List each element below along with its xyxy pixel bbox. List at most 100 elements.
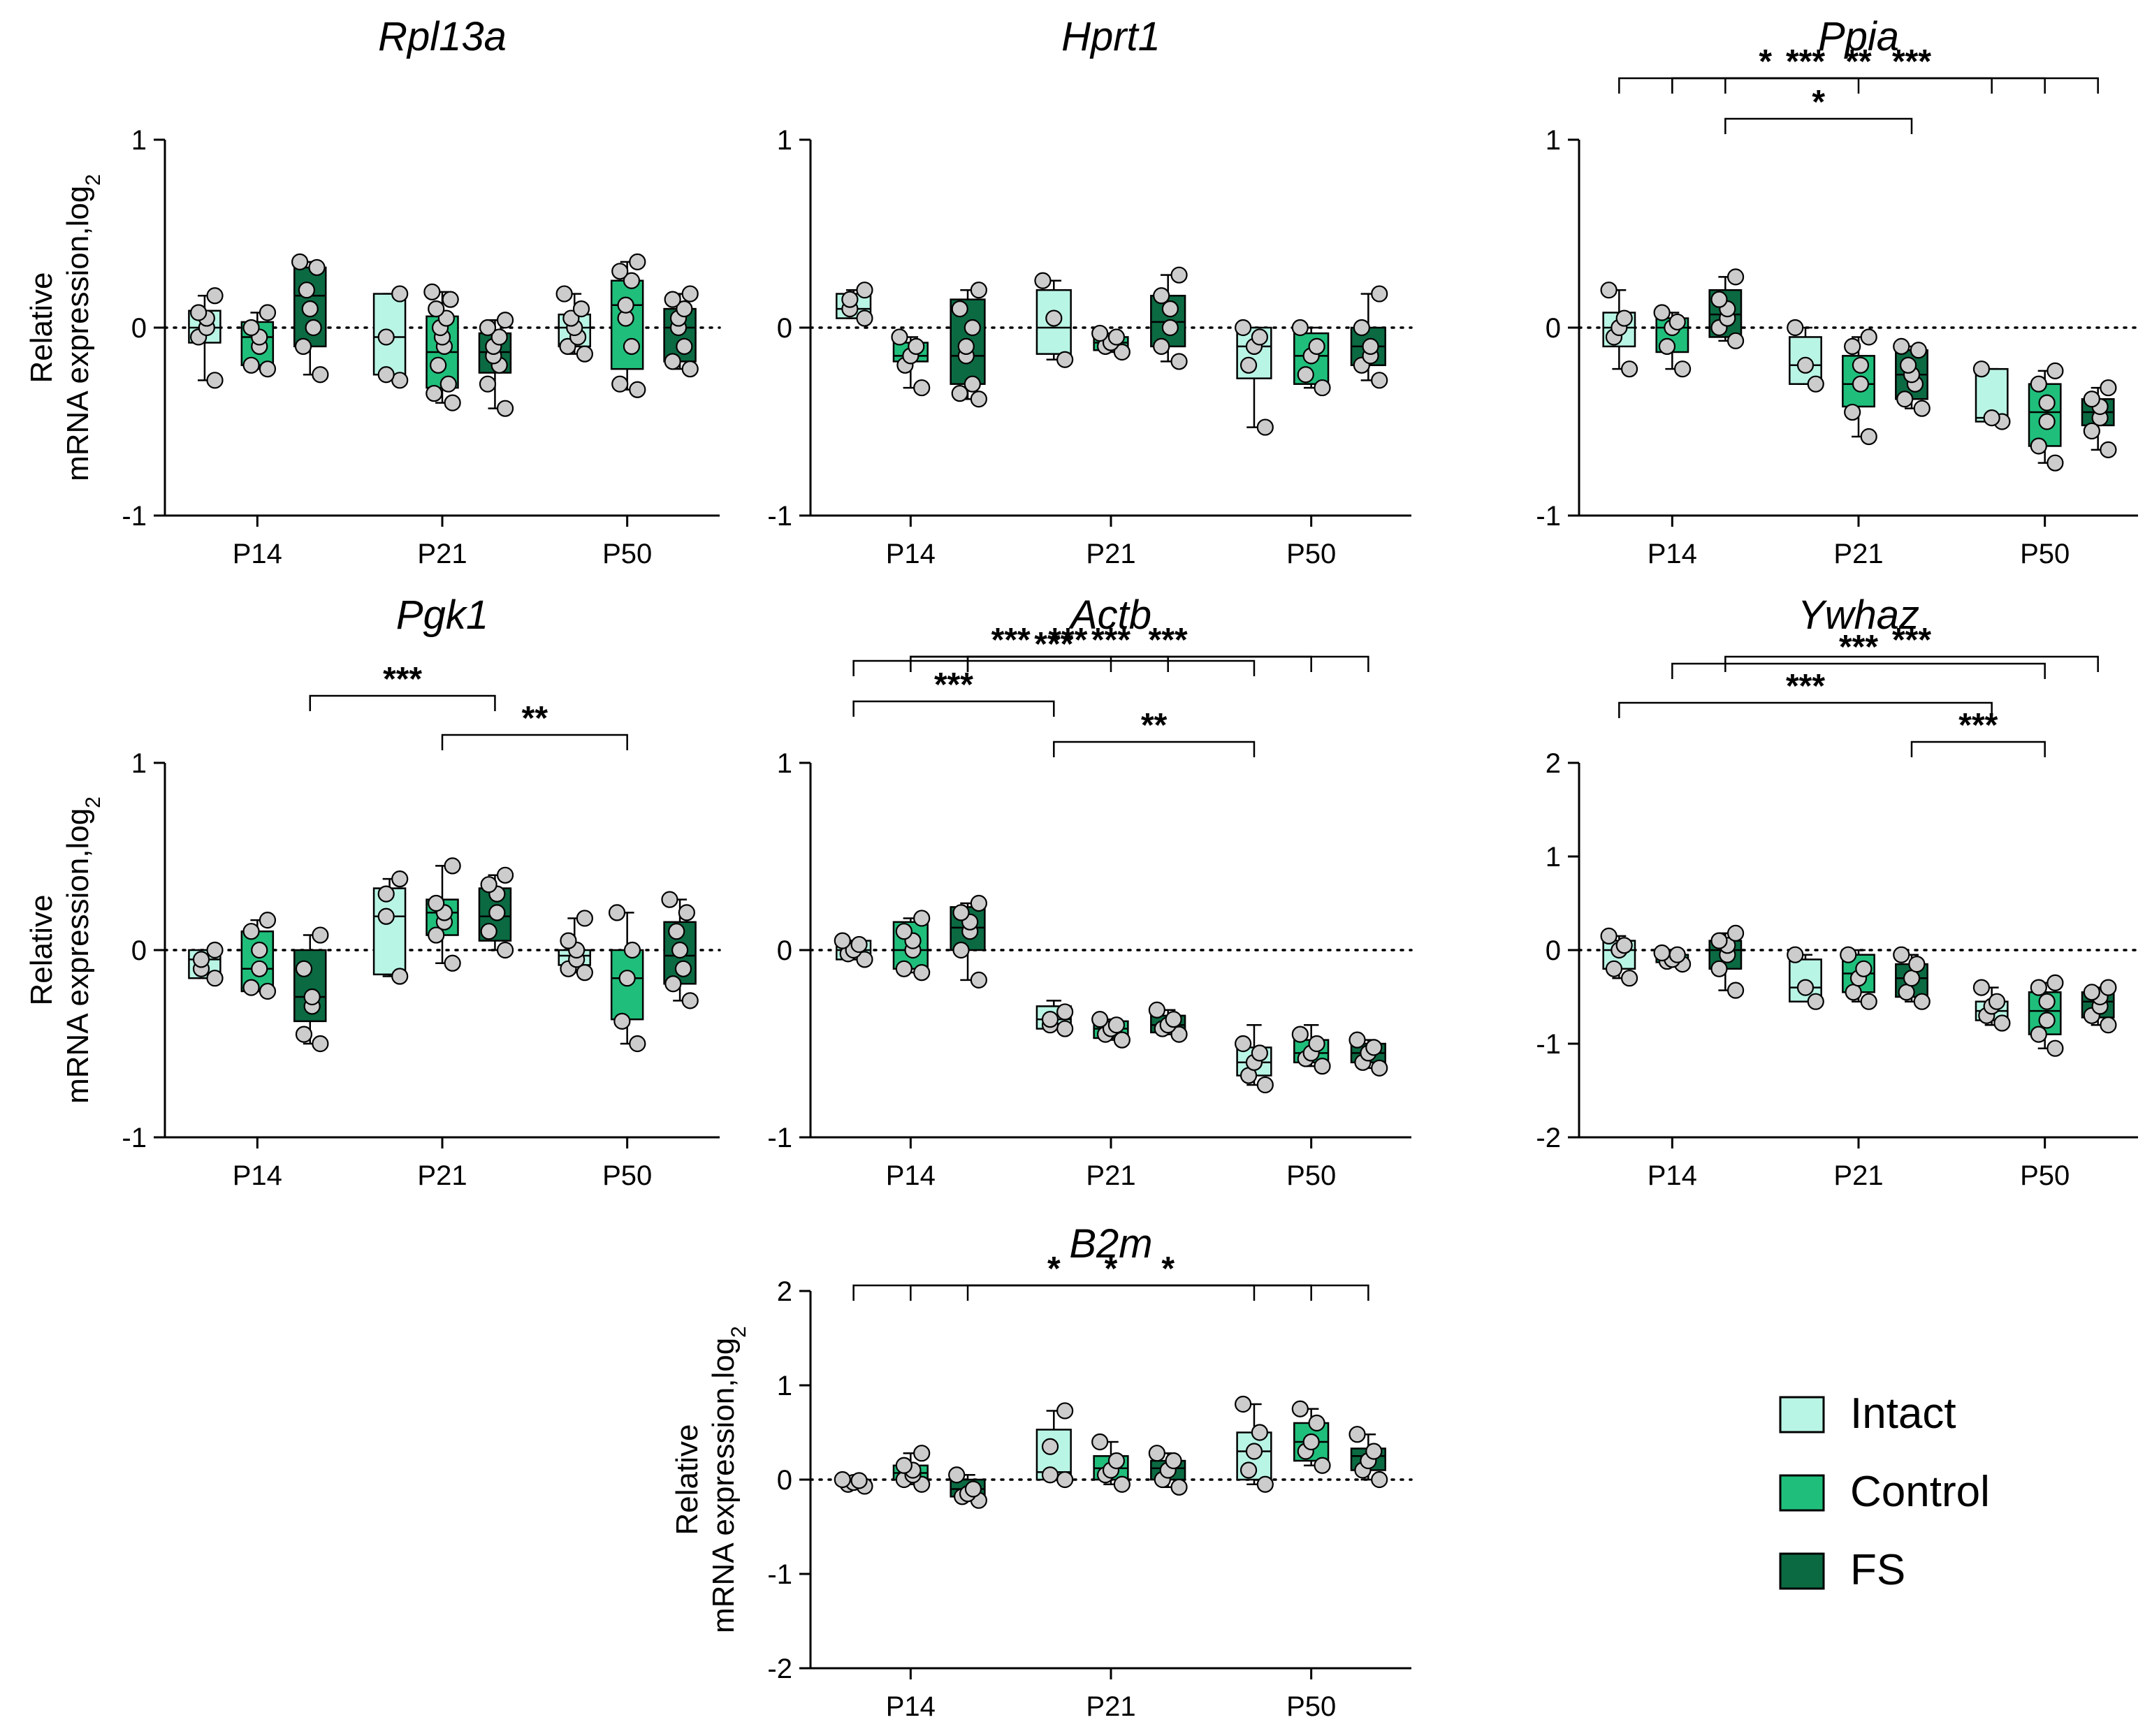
- data-point: [1787, 319, 1804, 337]
- data-point: [895, 1457, 913, 1474]
- panel-rpl13a: Rpl13a Relative mRNA expression,log2 -1 0 1 P1…: [24, 14, 721, 569]
- x-tick-label: P50: [1286, 1160, 1336, 1191]
- data-point: [480, 876, 497, 893]
- bracket-line: [1671, 77, 1860, 94]
- data-point: [1860, 428, 1877, 446]
- data-point: [1913, 993, 1931, 1010]
- data-point: [671, 941, 689, 959]
- panel-title: Ppia: [1818, 14, 1899, 59]
- data-point: [430, 356, 447, 374]
- data-point: [613, 1012, 631, 1030]
- data-point: [2046, 1040, 2064, 1057]
- data-point: [444, 394, 461, 411]
- y-tick-label: 0: [777, 313, 792, 344]
- data-point: [1726, 924, 1745, 942]
- data-point: [1308, 337, 1325, 355]
- data-point: [2030, 437, 2047, 455]
- data-point: [2038, 1012, 2056, 1029]
- data-point: [377, 885, 395, 903]
- data-point: [1365, 1039, 1383, 1056]
- data-point: [555, 285, 573, 302]
- bracket-line: [441, 734, 628, 750]
- bracket-line: [309, 694, 496, 711]
- data-point: [1302, 1433, 1320, 1451]
- data-point: [850, 935, 868, 954]
- box-p50-control: [2028, 974, 2064, 1057]
- data-point: [1605, 960, 1623, 977]
- box-p21-control: [1840, 946, 1877, 1010]
- box-p50-control: [1291, 1023, 1331, 1075]
- data-point: [1239, 1461, 1258, 1479]
- data-point: [1256, 418, 1274, 436]
- x-tick-label: P14: [1648, 1160, 1697, 1191]
- legend-label: Intact: [1850, 1389, 1956, 1438]
- significance-bracket: ***: [1910, 707, 2046, 757]
- data-point: [192, 951, 210, 968]
- data-point: [1845, 984, 1862, 1001]
- data-point: [428, 926, 445, 944]
- box-p14-intact: [834, 1471, 873, 1495]
- x-tick-label: P21: [1086, 1160, 1135, 1191]
- data-point: [629, 253, 646, 270]
- data-point: [611, 375, 629, 393]
- data-point: [259, 360, 277, 378]
- data-point: [1726, 268, 1745, 286]
- x-tick-label: P50: [2020, 539, 2070, 569]
- x-tick-label: P14: [886, 1160, 936, 1191]
- data-point: [1314, 379, 1331, 397]
- data-point: [970, 971, 987, 989]
- data-point: [1348, 1031, 1366, 1049]
- data-point: [1860, 328, 1877, 346]
- y-tick-label: 1: [131, 748, 147, 779]
- box-p14-control: [1653, 304, 1692, 378]
- data-point: [834, 1471, 851, 1489]
- data-point: [312, 1035, 329, 1053]
- box-p21-fs: [1148, 1445, 1188, 1496]
- data-point: [1807, 993, 1824, 1010]
- data-point: [1898, 984, 1915, 1001]
- data-point: [1045, 309, 1063, 327]
- data-point: [1710, 291, 1728, 308]
- y-axis-label-subscript: 2: [82, 174, 105, 186]
- data-point: [1170, 1478, 1188, 1496]
- data-point: [377, 366, 395, 384]
- data-point: [2038, 394, 2056, 411]
- data-point: [2038, 993, 2056, 1010]
- data-point: [891, 328, 908, 346]
- x-tick-label: P50: [1286, 539, 1336, 569]
- data-point: [1056, 1402, 1074, 1420]
- data-point: [2100, 379, 2117, 397]
- data-point: [251, 941, 268, 959]
- significance-label: **: [1845, 43, 1872, 80]
- data-point: [617, 296, 634, 314]
- data-point: [1161, 319, 1179, 337]
- panel-b2m: B2m Relative mRNA expression,log2 -2 -1 0 1 2 P1…: [670, 1221, 1413, 1722]
- data-point: [681, 992, 699, 1009]
- box-p50-intact: [1235, 319, 1274, 436]
- box-p50-fs: [1350, 285, 1388, 389]
- box-p14-fs: [1708, 268, 1745, 349]
- significance-label: **: [1141, 707, 1168, 744]
- bracket-line: [852, 1284, 1256, 1301]
- y-axis-label-line2: mRNA expression,log2: [61, 796, 105, 1104]
- data-point: [1056, 351, 1074, 368]
- data-point: [1620, 360, 1638, 378]
- data-point: [312, 926, 329, 944]
- x-tick-label: P14: [886, 539, 936, 569]
- data-point: [1148, 1001, 1165, 1019]
- box-p50-fs: [2081, 379, 2117, 458]
- data-point: [664, 353, 681, 370]
- data-point: [1251, 328, 1268, 346]
- significance-label: ***: [1034, 626, 1073, 663]
- data-point: [2038, 413, 2056, 430]
- legend-swatch: [1779, 1396, 1825, 1434]
- significance-label: *: [1105, 1250, 1118, 1288]
- box-p21-fs: [1150, 266, 1188, 370]
- data-point: [611, 263, 629, 280]
- significance-bracket: ***: [1618, 43, 1993, 94]
- data-point: [1844, 337, 1861, 355]
- y-tick-label: -2: [1536, 1123, 1561, 1153]
- legend-swatch: [1779, 1474, 1825, 1512]
